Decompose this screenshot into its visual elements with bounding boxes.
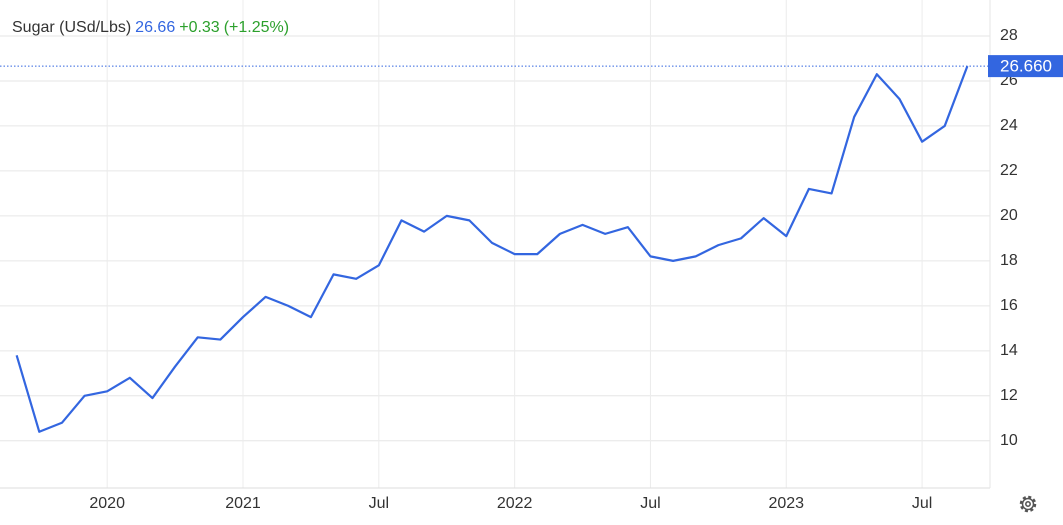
last-price-box <box>988 55 1063 78</box>
x-tick-label: Jul <box>640 495 660 512</box>
last-price-label: 26.660 <box>1000 57 1052 76</box>
change-pct: (+1.25%) <box>223 19 290 36</box>
price-line <box>15 65 969 433</box>
gear-teeth <box>1019 495 1037 513</box>
y-tick-label: 16 <box>1000 297 1018 314</box>
header: Sugar (USd/Lbs) 26.66 +0.33 (+1.25%) <box>12 19 289 37</box>
title: Sugar (USd/Lbs) <box>12 19 132 36</box>
gear-body <box>1021 497 1035 511</box>
plot <box>15 65 969 433</box>
x-tick-label: 2020 <box>89 495 125 512</box>
change: +0.33 <box>179 19 220 36</box>
y-tick-label: 28 <box>1000 27 1018 44</box>
x-tick-label: 2023 <box>768 495 804 512</box>
y-tick-label: 14 <box>1000 342 1018 359</box>
x-tick-label: 2021 <box>225 495 261 512</box>
y-tick-label: 18 <box>1000 252 1018 269</box>
last-price: 26.66 <box>135 19 176 36</box>
settings-icon[interactable] <box>1019 495 1037 513</box>
x-tick-label: 2022 <box>497 495 533 512</box>
y-tick-label: 12 <box>1000 387 1018 404</box>
y-tick-label: 10 <box>1000 432 1018 449</box>
x-tick-label: Jul <box>369 495 389 512</box>
gear-hole <box>1025 501 1031 507</box>
x-tick-label: Jul <box>912 495 932 512</box>
y-tick-label: 22 <box>1000 162 1018 179</box>
grid <box>0 0 990 488</box>
y-tick-label: 24 <box>1000 117 1018 134</box>
y-tick-label: 20 <box>1000 207 1018 224</box>
